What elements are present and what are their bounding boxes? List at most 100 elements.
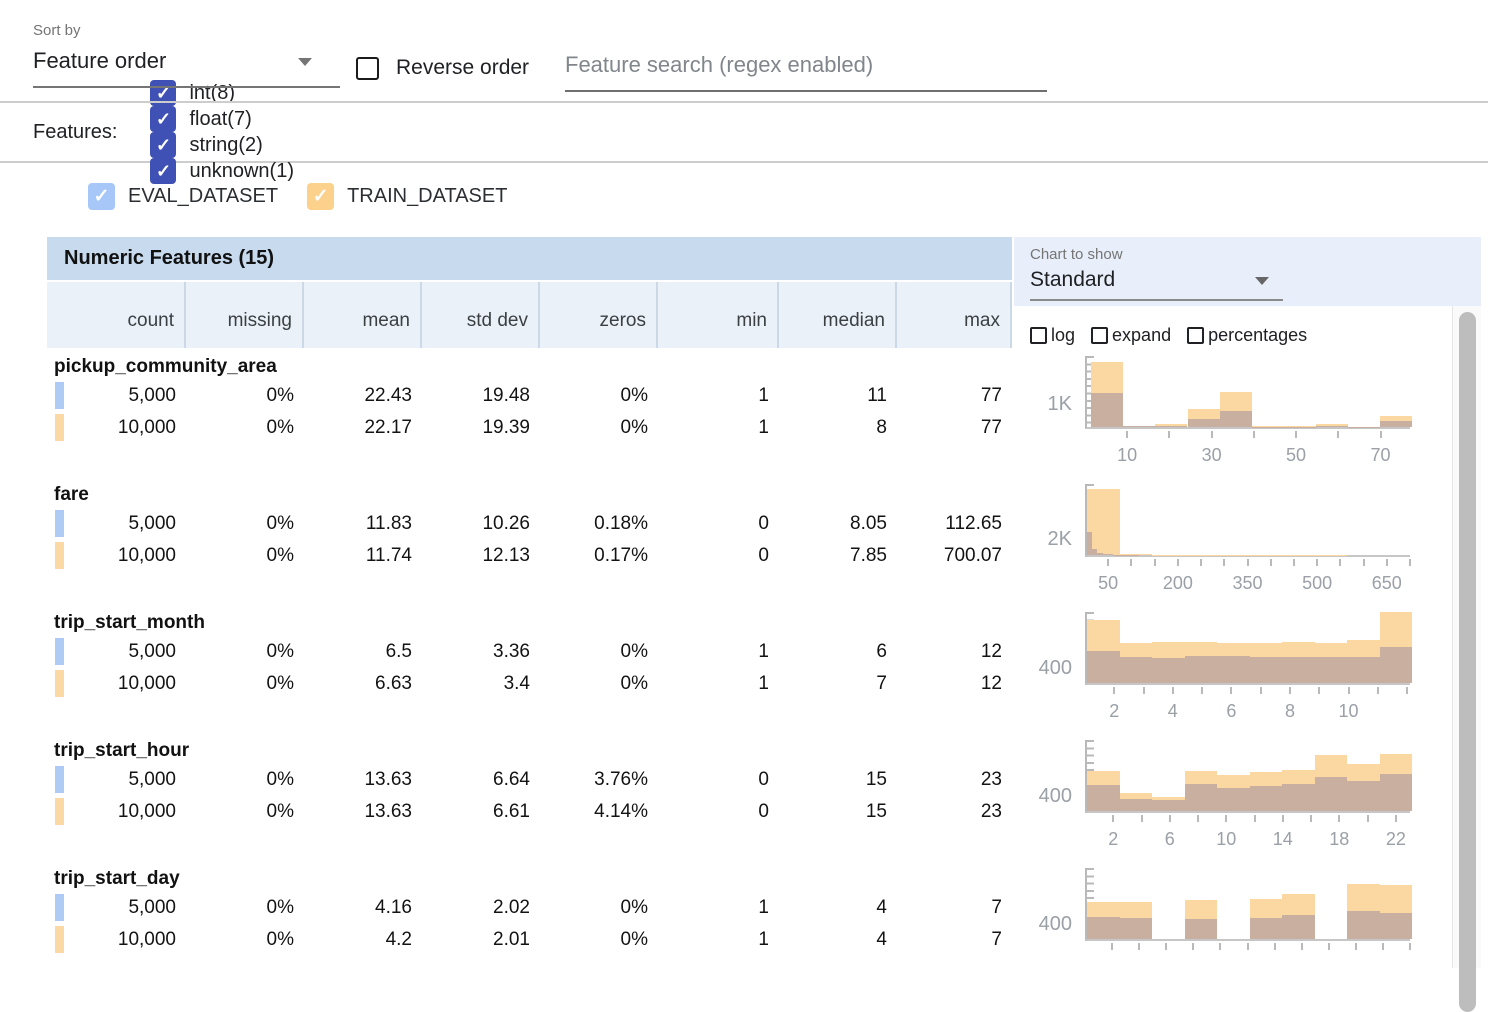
- checkbox-unchecked-icon[interactable]: [1187, 327, 1204, 344]
- vertical-scrollbar-thumb[interactable]: [1459, 312, 1476, 1012]
- cell-zeros: 3.76%: [540, 769, 658, 791]
- checkbox-checked-icon[interactable]: ✓: [307, 183, 334, 210]
- eval-histogram-bar: [1185, 919, 1218, 939]
- cell-zeros: 4.14%: [540, 801, 658, 823]
- chart-option[interactable]: percentages: [1187, 325, 1307, 346]
- x-axis-tick-label: 8: [1285, 701, 1295, 722]
- chart-type-select[interactable]: Standard: [1030, 268, 1283, 301]
- cell-std-dev: 6.64: [422, 769, 540, 791]
- x-axis-tick: [1197, 815, 1199, 822]
- cell-count: 10,000: [47, 801, 186, 823]
- feature-filter-bar: Features: ✓ int(8) ✓ float(7) ✓ string(2…: [0, 103, 1488, 163]
- checkbox-checked-icon[interactable]: ✓: [150, 158, 176, 184]
- x-axis-tick: [1270, 559, 1272, 566]
- x-axis-tick-label: 14: [1273, 829, 1293, 850]
- cell-max: 77: [897, 417, 1012, 439]
- eval-color-chip: [55, 766, 64, 793]
- cell-mean: 22.17: [304, 417, 422, 439]
- train-color-chip: [55, 542, 64, 569]
- sort-by-select[interactable]: Feature order: [33, 48, 340, 88]
- x-axis-tick: [1154, 559, 1156, 566]
- x-axis-tick-label: 650: [1372, 573, 1402, 594]
- x-axis-tick: [1355, 943, 1357, 950]
- dataset-toggle[interactable]: ✓ TRAIN_DATASET: [307, 183, 507, 210]
- cell-max: 12: [897, 673, 1012, 695]
- x-axis-tick: [1260, 687, 1262, 694]
- eval-histogram-bar: [1155, 426, 1187, 427]
- eval-histogram-bar: [1152, 800, 1185, 811]
- cell-count: 5,000: [47, 641, 186, 663]
- cell-max: 23: [897, 769, 1012, 791]
- eval-histogram-bar: [1380, 647, 1413, 683]
- x-axis-tick: [1339, 559, 1341, 566]
- chart-option-label: log: [1051, 325, 1075, 346]
- column-header-median: median: [779, 282, 897, 348]
- x-axis-tick: [1107, 559, 1109, 566]
- cell-mean: 13.63: [304, 801, 422, 823]
- cell-mean: 11.83: [304, 513, 422, 535]
- feature-search-input[interactable]: [565, 52, 1047, 92]
- cell-median: 15: [779, 769, 897, 791]
- eval-color-chip: [55, 894, 64, 921]
- train-color-chip: [55, 670, 64, 697]
- x-axis-tick: [1316, 559, 1318, 566]
- column-header-max: max: [897, 282, 1012, 348]
- eval-histogram-bar: [1250, 918, 1283, 939]
- checkbox-unchecked-icon[interactable]: [1091, 327, 1108, 344]
- vertical-scrollbar-track[interactable]: [1452, 306, 1481, 968]
- chart-option[interactable]: log: [1030, 325, 1075, 346]
- x-axis-tick: [1409, 559, 1411, 566]
- chart-option[interactable]: expand: [1091, 325, 1171, 346]
- histogram-plot: [1085, 484, 1410, 557]
- reverse-order-checkbox[interactable]: [356, 57, 379, 80]
- eval-histogram-bar: [1380, 913, 1413, 939]
- eval-histogram-bar: [1217, 656, 1250, 683]
- filter-label: float(7): [189, 108, 251, 131]
- cell-mean: 6.5: [304, 641, 422, 663]
- x-axis-tick-label: 350: [1232, 573, 1262, 594]
- x-axis-tick: [1141, 815, 1143, 822]
- cell-zeros: 0%: [540, 641, 658, 663]
- dataset-toggle[interactable]: ✓ EVAL_DATASET: [88, 183, 278, 210]
- eval-histogram-bar: [1120, 799, 1153, 811]
- checkbox-checked-icon[interactable]: ✓: [150, 132, 176, 158]
- x-axis-tick: [1113, 687, 1115, 694]
- cell-min: 0: [658, 801, 779, 823]
- eval-histogram-bar: [1188, 419, 1220, 427]
- cell-median: 7: [779, 673, 897, 695]
- reverse-order-group: Reverse order: [356, 56, 529, 80]
- cell-missing: 0%: [186, 801, 304, 823]
- x-axis-tick: [1254, 815, 1256, 822]
- checkbox-unchecked-icon[interactable]: [1030, 327, 1047, 344]
- checkbox-checked-icon[interactable]: ✓: [88, 183, 115, 210]
- feature-type-filter[interactable]: ✓ string(2): [150, 132, 294, 158]
- histogram-plot: [1085, 740, 1410, 813]
- x-axis-tick: [1406, 687, 1408, 694]
- x-axis-tick-label: 4: [1168, 701, 1178, 722]
- feature-type-filter[interactable]: ✓ float(7): [150, 106, 294, 132]
- cell-mean: 4.2: [304, 929, 422, 951]
- feature-name: pickup_community_area: [47, 348, 1012, 380]
- eval-histogram-bar: [1152, 658, 1185, 683]
- eval-histogram-bar: [1282, 784, 1315, 811]
- cell-zeros: 0.18%: [540, 513, 658, 535]
- feature-type-filter[interactable]: ✓ unknown(1): [150, 158, 294, 184]
- x-axis-tick: [1169, 815, 1171, 822]
- x-axis-tick-label: 6: [1226, 701, 1236, 722]
- cell-std-dev: 3.36: [422, 641, 540, 663]
- feature-name: fare: [47, 476, 1012, 508]
- x-axis-tick-label: 18: [1329, 829, 1349, 850]
- column-header-count: count: [47, 282, 186, 348]
- eval-histogram-bar: [1282, 657, 1315, 683]
- x-axis-tick: [1165, 943, 1167, 950]
- checkbox-checked-icon[interactable]: ✓: [150, 106, 176, 132]
- x-axis-tick: [1177, 559, 1179, 566]
- x-axis-tick: [1301, 943, 1303, 950]
